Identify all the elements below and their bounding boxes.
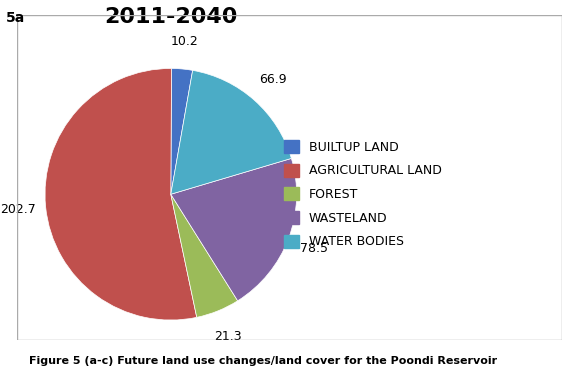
Title: 2011-2040: 2011-2040: [104, 7, 237, 27]
Text: 5a: 5a: [6, 11, 25, 25]
Wedge shape: [171, 70, 291, 194]
Text: 78.5: 78.5: [301, 242, 328, 255]
Wedge shape: [45, 68, 197, 320]
Text: 10.2: 10.2: [171, 35, 199, 48]
Text: 66.9: 66.9: [259, 73, 287, 86]
Text: Figure 5 (a-c) Future land use changes/land cover for the Poondi Reservoir: Figure 5 (a-c) Future land use changes/l…: [29, 356, 497, 366]
Legend: BUILTUP LAND, AGRICULTURAL LAND, FOREST, WASTELAND, WATER BODIES: BUILTUP LAND, AGRICULTURAL LAND, FOREST,…: [278, 134, 448, 255]
Wedge shape: [171, 68, 193, 194]
Text: 202.7: 202.7: [0, 203, 36, 216]
Wedge shape: [171, 194, 237, 317]
Wedge shape: [171, 158, 296, 301]
Text: 21.3: 21.3: [214, 330, 242, 343]
